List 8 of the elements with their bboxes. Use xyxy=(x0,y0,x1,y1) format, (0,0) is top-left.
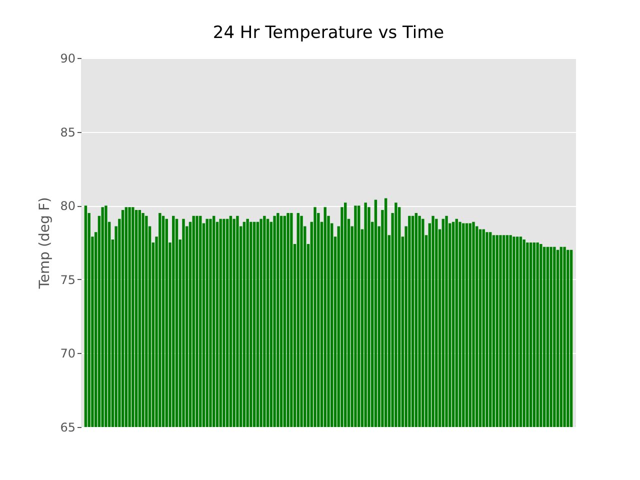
y-tick-label: 90 xyxy=(60,52,76,66)
y-tick-label: 70 xyxy=(60,346,76,361)
chart-title: 24 Hr Temperature vs Time xyxy=(212,23,444,43)
y-tick-label: 85 xyxy=(60,125,76,140)
y-tick-label: 75 xyxy=(60,272,76,287)
y-axis-title: Temp (deg F) xyxy=(37,197,54,290)
y-tick-label: 80 xyxy=(60,199,76,214)
y-tick-label: 65 xyxy=(60,420,76,434)
